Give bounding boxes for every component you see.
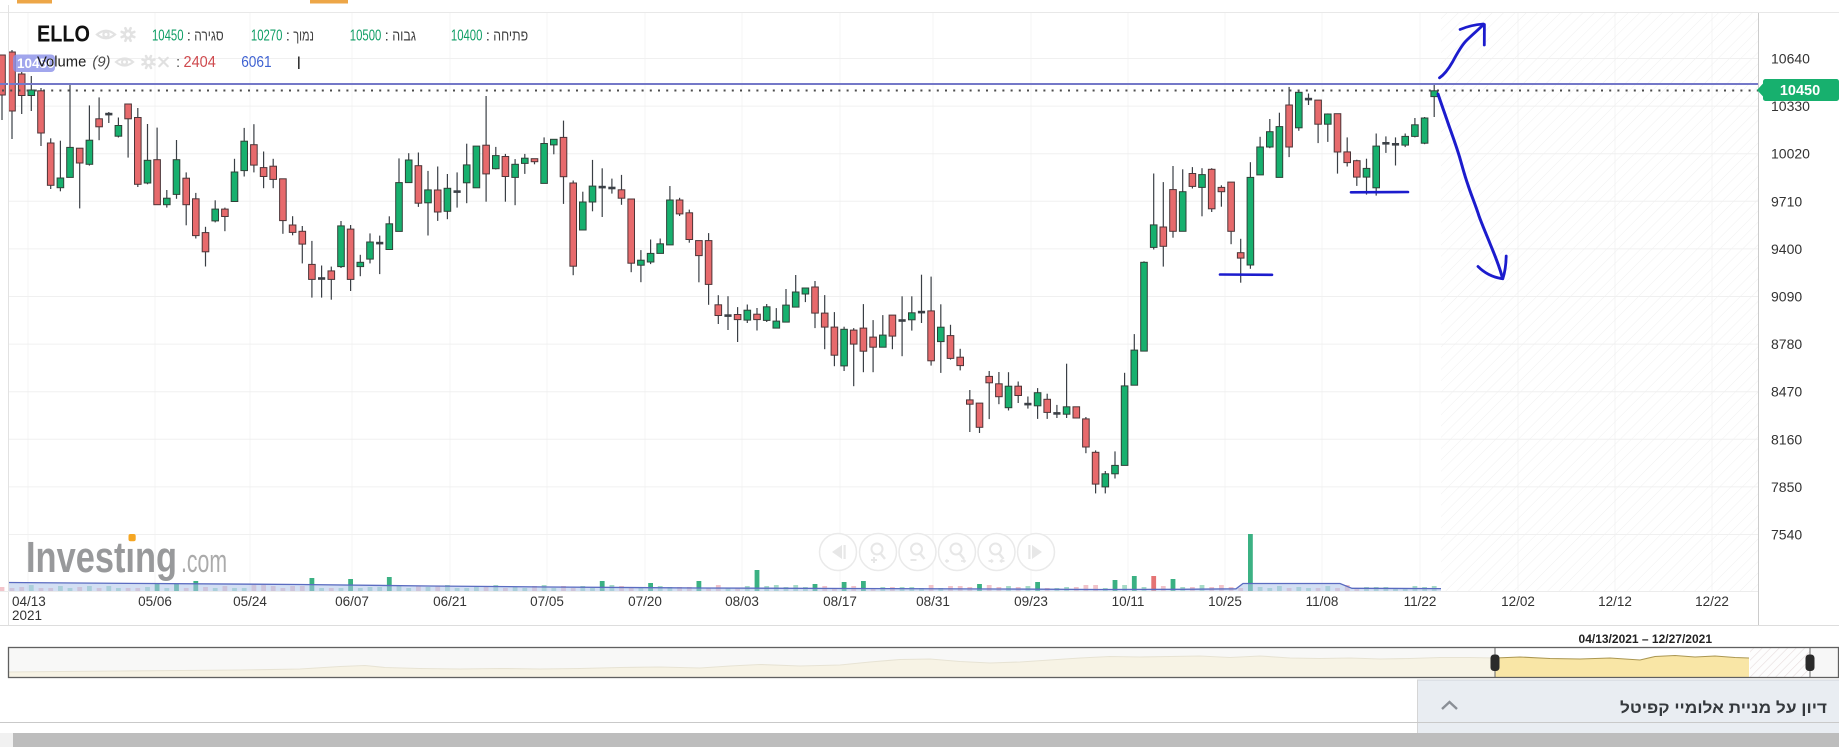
svg-text::: : (385, 28, 389, 45)
svg-text:פתיחה: פתיחה (493, 28, 528, 45)
svg-text:10330: 10330 (1771, 98, 1810, 114)
svg-text:סגירה: סגירה (194, 28, 224, 45)
svg-text:7850: 7850 (1771, 479, 1802, 495)
svg-text:10/25: 10/25 (1208, 594, 1242, 609)
svg-text::: : (486, 28, 490, 45)
svg-text:10640: 10640 (1771, 51, 1810, 67)
svg-text:04/13: 04/13 (12, 594, 46, 609)
svg-text::: : (187, 28, 191, 45)
svg-text:12/12: 12/12 (1598, 594, 1632, 609)
svg-text:04/13/2021 – 12/27/2021: 04/13/2021 – 12/27/2021 (1579, 632, 1713, 646)
svg-text:Volume: Volume (37, 55, 86, 71)
svg-text:06/07: 06/07 (335, 594, 369, 609)
svg-text:.com: .com (181, 543, 227, 579)
svg-text:10/11: 10/11 (1112, 594, 1145, 609)
svg-text:9710: 9710 (1771, 193, 1802, 209)
svg-text:08/03: 08/03 (725, 594, 759, 609)
svg-text:12/22: 12/22 (1695, 594, 1729, 609)
svg-text:Investıng: Investıng (26, 533, 177, 582)
svg-text:8470: 8470 (1771, 384, 1802, 400)
svg-text:08/31: 08/31 (916, 594, 950, 609)
svg-text:10450: 10450 (152, 28, 184, 45)
svg-text:ELLO: ELLO (37, 21, 90, 47)
svg-text:10450: 10450 (1780, 83, 1820, 99)
svg-text:7540: 7540 (1771, 527, 1802, 543)
svg-text:09/23: 09/23 (1014, 594, 1048, 609)
svg-text:11/22: 11/22 (1404, 594, 1437, 609)
svg-text:10270: 10270 (251, 28, 283, 45)
svg-text::: : (176, 54, 180, 71)
svg-text:10450: 10450 (17, 56, 55, 71)
svg-text:2021: 2021 (12, 608, 42, 623)
svg-text:10500: 10500 (350, 28, 382, 45)
svg-text:דיון על מניית אלומיי קפיטל: דיון על מניית אלומיי קפיטל (1620, 700, 1827, 717)
svg-text:08/17: 08/17 (823, 594, 857, 609)
svg-text:נמוך: נמוך (293, 28, 314, 45)
svg-text:05/06: 05/06 (138, 594, 172, 609)
svg-text:8780: 8780 (1771, 336, 1802, 352)
svg-text:12/02: 12/02 (1501, 594, 1535, 609)
svg-text:2404: 2404 (184, 54, 216, 71)
svg-text:10020: 10020 (1771, 146, 1810, 162)
svg-text:10400: 10400 (451, 28, 483, 45)
svg-text::: : (286, 28, 290, 45)
svg-text:05/24: 05/24 (233, 594, 267, 609)
svg-text:6061: 6061 (241, 54, 271, 71)
svg-text:8160: 8160 (1771, 431, 1802, 447)
svg-text:07/20: 07/20 (628, 594, 662, 609)
svg-text:07/05: 07/05 (530, 594, 564, 609)
svg-text:9090: 9090 (1771, 289, 1802, 305)
svg-text:06/21: 06/21 (433, 594, 467, 609)
svg-text:11/08: 11/08 (1306, 594, 1339, 609)
svg-text:(9): (9) (92, 55, 110, 71)
svg-text:9400: 9400 (1771, 241, 1802, 257)
svg-text:גבוה: גבוה (392, 28, 416, 45)
